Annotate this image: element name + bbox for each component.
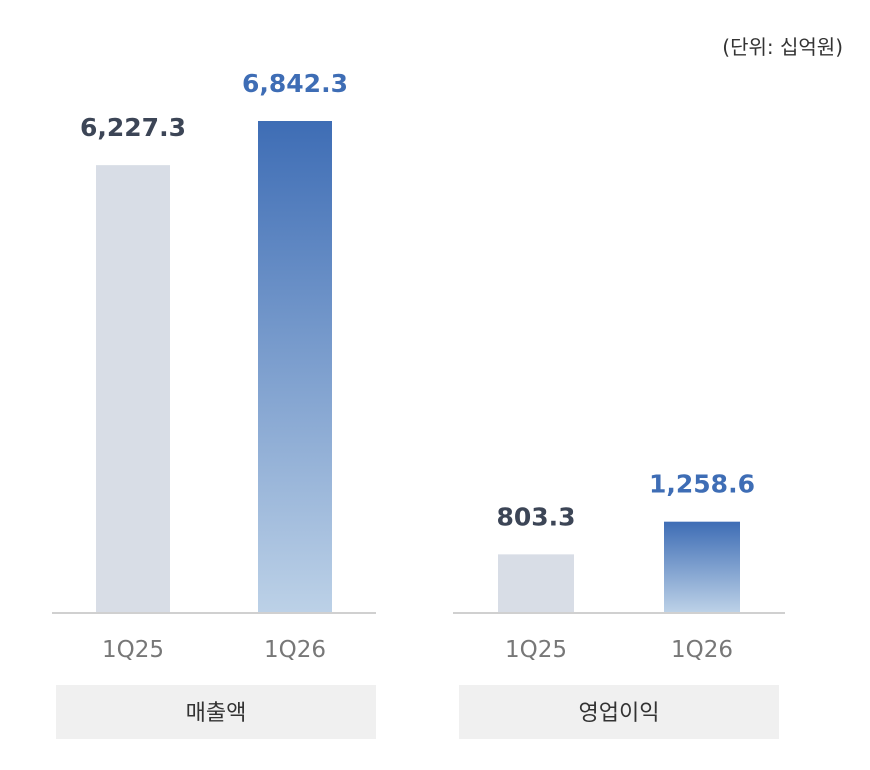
- data-label: 6,842.3: [242, 69, 348, 98]
- chart-panel: 803.3 1Q25 1,258.6 1Q26 영업이익: [453, 470, 785, 739]
- category-label: 1Q26: [671, 637, 733, 663]
- category-label: 1Q26: [264, 637, 326, 663]
- metric-label-box: [459, 685, 779, 739]
- metric-label: 영업이익: [579, 701, 660, 726]
- data-label: 803.3: [496, 502, 575, 531]
- category-label: 1Q25: [505, 637, 567, 663]
- bar-1q26: [258, 121, 332, 612]
- data-label: 1,258.6: [649, 470, 755, 499]
- category-label: 1Q25: [102, 637, 164, 663]
- bar-1q25: [96, 165, 170, 613]
- metric-label: 매출액: [186, 701, 247, 726]
- data-label: 6,227.3: [80, 113, 186, 142]
- bar-1q26: [664, 521, 740, 612]
- metric-label-box: [56, 685, 376, 739]
- unit-note: (단위: 십억원): [722, 35, 843, 59]
- bar-1q25: [498, 554, 574, 612]
- chart-panel: 6,227.3 1Q25 6,842.3 1Q26 매출액: [52, 69, 376, 739]
